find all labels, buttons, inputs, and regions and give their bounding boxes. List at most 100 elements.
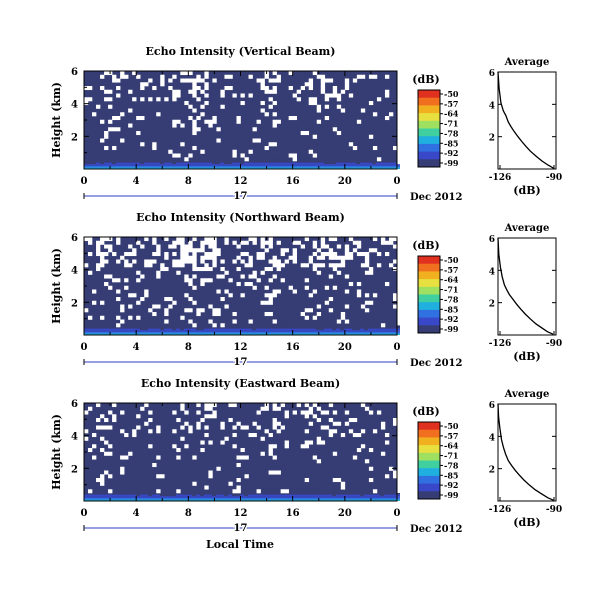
echo-cell — [232, 328, 236, 331]
echo-cell — [260, 331, 264, 334]
gap-cell — [252, 433, 257, 438]
gap-cell — [156, 455, 161, 460]
gap-cell — [240, 448, 245, 453]
echo-cell — [196, 167, 200, 169]
echo-cell — [300, 161, 304, 163]
echo-cell — [168, 327, 172, 329]
echo-cell — [108, 327, 112, 329]
gap-cell — [100, 255, 105, 260]
echo-cell — [348, 494, 352, 497]
echo-cell — [260, 489, 264, 492]
gap-cell — [112, 278, 117, 283]
echo-cell — [296, 162, 300, 165]
echo-cell — [392, 497, 396, 500]
echo-cell — [368, 330, 372, 332]
gap-cell — [100, 252, 105, 257]
echo-cell — [340, 162, 344, 165]
echo-cell — [352, 331, 356, 334]
echo-cell — [132, 328, 136, 331]
echo-cell — [312, 331, 316, 334]
echo-cell — [260, 328, 264, 331]
echo-cell — [292, 161, 296, 163]
colorbar-tick-label: -85 — [444, 470, 458, 480]
echo-cell — [288, 489, 292, 492]
gap-cell — [352, 455, 358, 460]
gap-cell — [104, 274, 109, 279]
echo-cell — [316, 333, 320, 335]
colorbar-segment — [418, 437, 440, 446]
gap-cell — [384, 116, 390, 121]
gap-cell — [204, 263, 209, 268]
gap-cell — [128, 89, 133, 94]
echo-cell — [156, 165, 160, 168]
heatmap-title: Echo Intensity (Vertical Beam) — [145, 45, 335, 58]
echo-cell — [380, 330, 384, 332]
echo-cell — [232, 165, 236, 168]
echo-cell — [324, 164, 328, 166]
gap-cell — [324, 116, 330, 121]
gap-cell — [260, 436, 265, 441]
gap-cell — [268, 433, 273, 438]
echo-cell — [144, 162, 148, 165]
echo-cell — [292, 162, 296, 165]
echo-cell — [120, 327, 124, 329]
gap-cell — [124, 433, 129, 438]
echo-cell — [236, 161, 240, 163]
echo-cell — [124, 167, 128, 169]
gap-cell — [148, 418, 153, 423]
echo-cell — [200, 165, 204, 168]
echo-cell — [312, 167, 316, 169]
echo-cell — [124, 162, 128, 165]
echo-cell — [276, 491, 280, 493]
echo-cell — [312, 322, 316, 324]
echo-cell — [152, 330, 156, 332]
echo-cell — [392, 333, 396, 335]
gap-cell — [304, 414, 310, 419]
echo-cell — [244, 162, 248, 165]
gap-cell — [304, 278, 310, 283]
echo-cell — [352, 161, 356, 163]
gap-cell — [228, 403, 233, 408]
echo-cell — [328, 330, 332, 332]
gap-cell — [244, 252, 249, 257]
gap-cell — [120, 319, 125, 324]
echo-cell — [116, 328, 120, 331]
echo-cell — [96, 499, 100, 501]
gap-cell — [204, 237, 209, 242]
echo-cell — [92, 493, 96, 495]
echo-cell — [184, 499, 188, 501]
gap-cell — [368, 466, 374, 471]
echo-cell — [348, 333, 352, 335]
x-tick-label: 20 — [338, 342, 352, 353]
gap-cell — [224, 86, 229, 91]
echo-cell — [168, 328, 172, 331]
gap-cell — [212, 323, 217, 328]
gap-cell — [100, 425, 105, 430]
echo-cell — [240, 497, 244, 500]
echo-cell — [300, 159, 304, 161]
gap-cell — [180, 71, 185, 76]
echo-cell — [152, 161, 156, 163]
echo-cell — [296, 165, 300, 168]
gap-cell — [104, 252, 109, 257]
gap-cell — [220, 440, 225, 445]
gap-cell — [340, 255, 346, 260]
echo-cell — [376, 491, 380, 493]
echo-cell — [120, 330, 124, 332]
echo-cell — [264, 164, 268, 166]
echo-cell — [344, 331, 348, 334]
echo-cell — [88, 497, 92, 500]
gap-cell — [100, 481, 105, 486]
gap-cell — [256, 119, 261, 124]
echo-cell — [128, 496, 132, 498]
gap-cell — [96, 252, 101, 257]
echo-cell — [320, 165, 324, 168]
echo-cell — [216, 165, 220, 168]
gap-cell — [236, 282, 241, 287]
gap-cell — [208, 319, 213, 324]
gap-cell — [232, 259, 237, 264]
echo-cell — [364, 167, 368, 169]
gap-cell — [320, 240, 326, 245]
gap-cell — [316, 304, 322, 309]
echo-cell — [188, 497, 192, 500]
